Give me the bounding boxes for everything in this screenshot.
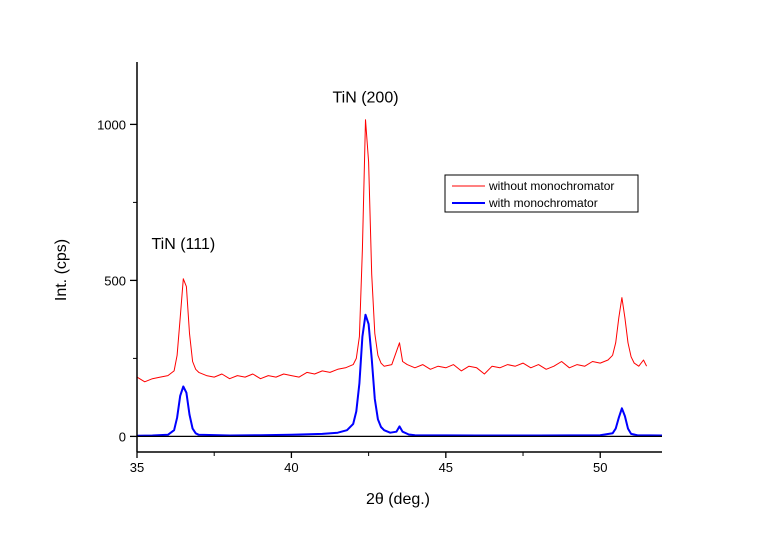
- x-tick-label: 40: [284, 460, 298, 475]
- peak-annotation: TiN (111): [151, 236, 215, 253]
- series-line-without-monochromator: [136, 119, 648, 383]
- legend-box: [444, 174, 639, 213]
- peak-annotation: TiN (200): [332, 90, 398, 107]
- x-tick-label: 35: [130, 460, 144, 475]
- series-line-with-monochromator: [136, 313, 663, 437]
- legend-label-without-monochromator: without monochromator: [488, 179, 614, 193]
- y-axis-label: Int. (cps): [53, 239, 70, 301]
- y-tick-label: 500: [104, 273, 126, 288]
- x-tick-label: 50: [593, 460, 607, 475]
- x-axis-label: 2θ (deg.): [366, 491, 430, 508]
- y-tick-label: 1000: [97, 117, 126, 132]
- legend: without monochromator with monochromator: [444, 174, 639, 213]
- y-tick-label: 0: [119, 429, 126, 444]
- x-tick-label: 45: [439, 460, 453, 475]
- legend-label-with-monochromator: with monochromator: [488, 196, 598, 210]
